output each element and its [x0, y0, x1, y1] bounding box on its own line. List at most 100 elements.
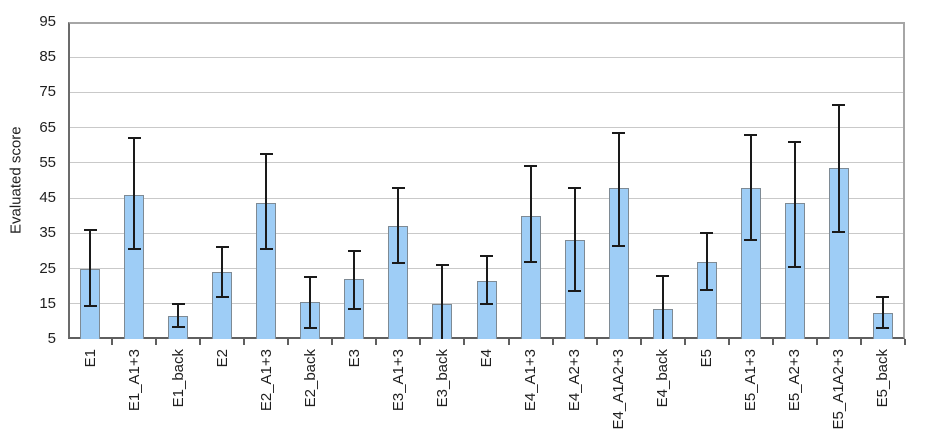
x-axis-tick: [199, 339, 202, 345]
x-axis-tick: [595, 339, 598, 345]
error-bar-top-cap: [832, 103, 846, 106]
x-axis-label-e2: E2: [213, 349, 231, 368]
error-bar-bottom-cap: [788, 265, 802, 268]
x-axis-tick: [551, 339, 554, 345]
error-bar-line: [705, 233, 708, 290]
error-bar-bottom-cap: [171, 325, 185, 328]
error-bar-top-cap: [303, 276, 317, 279]
error-bar-top-cap: [788, 140, 802, 143]
y-axis-tick-label: 35: [39, 224, 56, 242]
error-bar-bottom-cap: [612, 244, 626, 247]
error-bar-bottom-cap: [83, 304, 97, 307]
y-axis-tick-label: 45: [39, 189, 56, 207]
x-axis-tick: [287, 339, 290, 345]
error-bar-bottom-cap: [568, 290, 582, 293]
x-axis-label-e4-a1-3: E4_A1+3: [522, 349, 540, 412]
error-bar-bottom-cap: [876, 327, 890, 330]
error-bar-top-cap: [524, 165, 538, 168]
x-axis-tick: [375, 339, 378, 345]
error-bar-top-cap: [127, 137, 141, 140]
error-bar-bottom-cap: [832, 230, 846, 233]
error-bar-line: [881, 296, 884, 329]
error-bar-top-cap: [656, 274, 670, 277]
error-bar-line: [309, 277, 312, 329]
gridline: [70, 56, 903, 58]
error-bar-line: [441, 265, 444, 339]
x-axis-label-e5-a2-3: E5_A2+3: [786, 349, 804, 412]
error-bar-line: [221, 247, 224, 297]
error-bar-bottom-cap: [303, 327, 317, 330]
x-axis-label-e5-a1-3: E5_A1+3: [742, 349, 760, 412]
x-axis-tick: [859, 339, 862, 345]
error-bar-bottom-cap: [744, 239, 758, 242]
error-bar-top-cap: [876, 295, 890, 298]
error-bar-line: [793, 141, 796, 267]
error-bar-line: [837, 104, 840, 232]
error-bar-bottom-cap: [127, 248, 141, 251]
x-axis-label-e3-a1-3: E3_A1+3: [389, 349, 407, 412]
x-axis-label-e5-back: E5_back: [874, 349, 892, 408]
gridline: [70, 127, 903, 129]
error-bar-line: [265, 154, 268, 250]
x-axis-label-e1-back: E1_back: [169, 349, 187, 408]
x-axis-tick: [727, 339, 730, 345]
gridline: [70, 162, 903, 164]
x-axis-label-e3-back: E3_back: [433, 349, 451, 408]
gridline: [70, 91, 903, 93]
x-axis-label-e4-back: E4_back: [654, 349, 672, 408]
error-bar-line: [661, 275, 664, 339]
gridline: [70, 232, 903, 234]
x-axis-tick: [155, 339, 158, 345]
x-axis-tick: [771, 339, 774, 345]
x-axis-label-e5: E5: [698, 349, 716, 368]
error-bar-line: [617, 132, 620, 246]
error-bar-bottom-cap: [347, 308, 361, 311]
error-bar-line: [89, 229, 92, 306]
x-axis-label-e4-a2-3: E4_A2+3: [566, 349, 584, 412]
x-axis-tick: [507, 339, 510, 345]
x-axis-label-e2-a1-3: E2_A1+3: [257, 349, 275, 412]
y-axis-tick-label: 65: [39, 118, 56, 136]
error-bar-line: [573, 187, 576, 292]
error-bar-top-cap: [435, 264, 449, 267]
error-bar-top-cap: [171, 302, 185, 305]
x-axis-tick: [639, 339, 642, 345]
error-bar-top-cap: [700, 232, 714, 235]
x-axis-tick: [419, 339, 422, 345]
x-axis-tick: [111, 339, 114, 345]
error-bar-line: [397, 187, 400, 264]
error-bar-line: [485, 256, 488, 304]
y-axis-tick-label: 25: [39, 259, 56, 277]
error-bar-top-cap: [259, 153, 273, 156]
x-axis-label-e4: E4: [478, 349, 495, 368]
x-axis-label-e1: E1: [81, 349, 99, 368]
error-bar-top-cap: [215, 246, 229, 249]
error-bar-line: [177, 303, 180, 327]
gridline: [70, 197, 903, 199]
y-axis-title: Evaluated score: [7, 126, 25, 235]
error-bar-top-cap: [391, 186, 405, 189]
x-axis-tick: [331, 339, 334, 345]
x-axis-tick: [463, 339, 466, 345]
x-axis-label-e1-a1-3: E1_A1+3: [125, 349, 143, 412]
error-bar-bottom-cap: [700, 288, 714, 291]
error-bar-bottom-cap: [391, 262, 405, 265]
error-bar-top-cap: [612, 131, 626, 134]
x-axis-tick: [243, 339, 246, 345]
y-axis-tick-label: 55: [39, 153, 56, 171]
error-bar-bottom-cap: [259, 248, 273, 251]
x-axis-label-e5-a1a2-3: E5_A1A2+3: [830, 349, 848, 430]
x-axis-tick: [904, 339, 906, 345]
error-bar-top-cap: [347, 249, 361, 252]
error-bar-top-cap: [568, 186, 582, 189]
error-bar-top-cap: [480, 255, 493, 258]
x-axis-label-e4-a1a2-3: E4_A1A2+3: [610, 349, 628, 430]
x-axis-tick: [683, 339, 686, 345]
error-bar-bottom-cap: [480, 302, 493, 305]
x-axis-label-e3: E3: [345, 349, 363, 368]
error-bar-line: [353, 250, 356, 310]
error-bar-line: [749, 134, 752, 241]
error-bar-bottom-cap: [215, 295, 229, 298]
error-bar-top-cap: [83, 228, 97, 231]
